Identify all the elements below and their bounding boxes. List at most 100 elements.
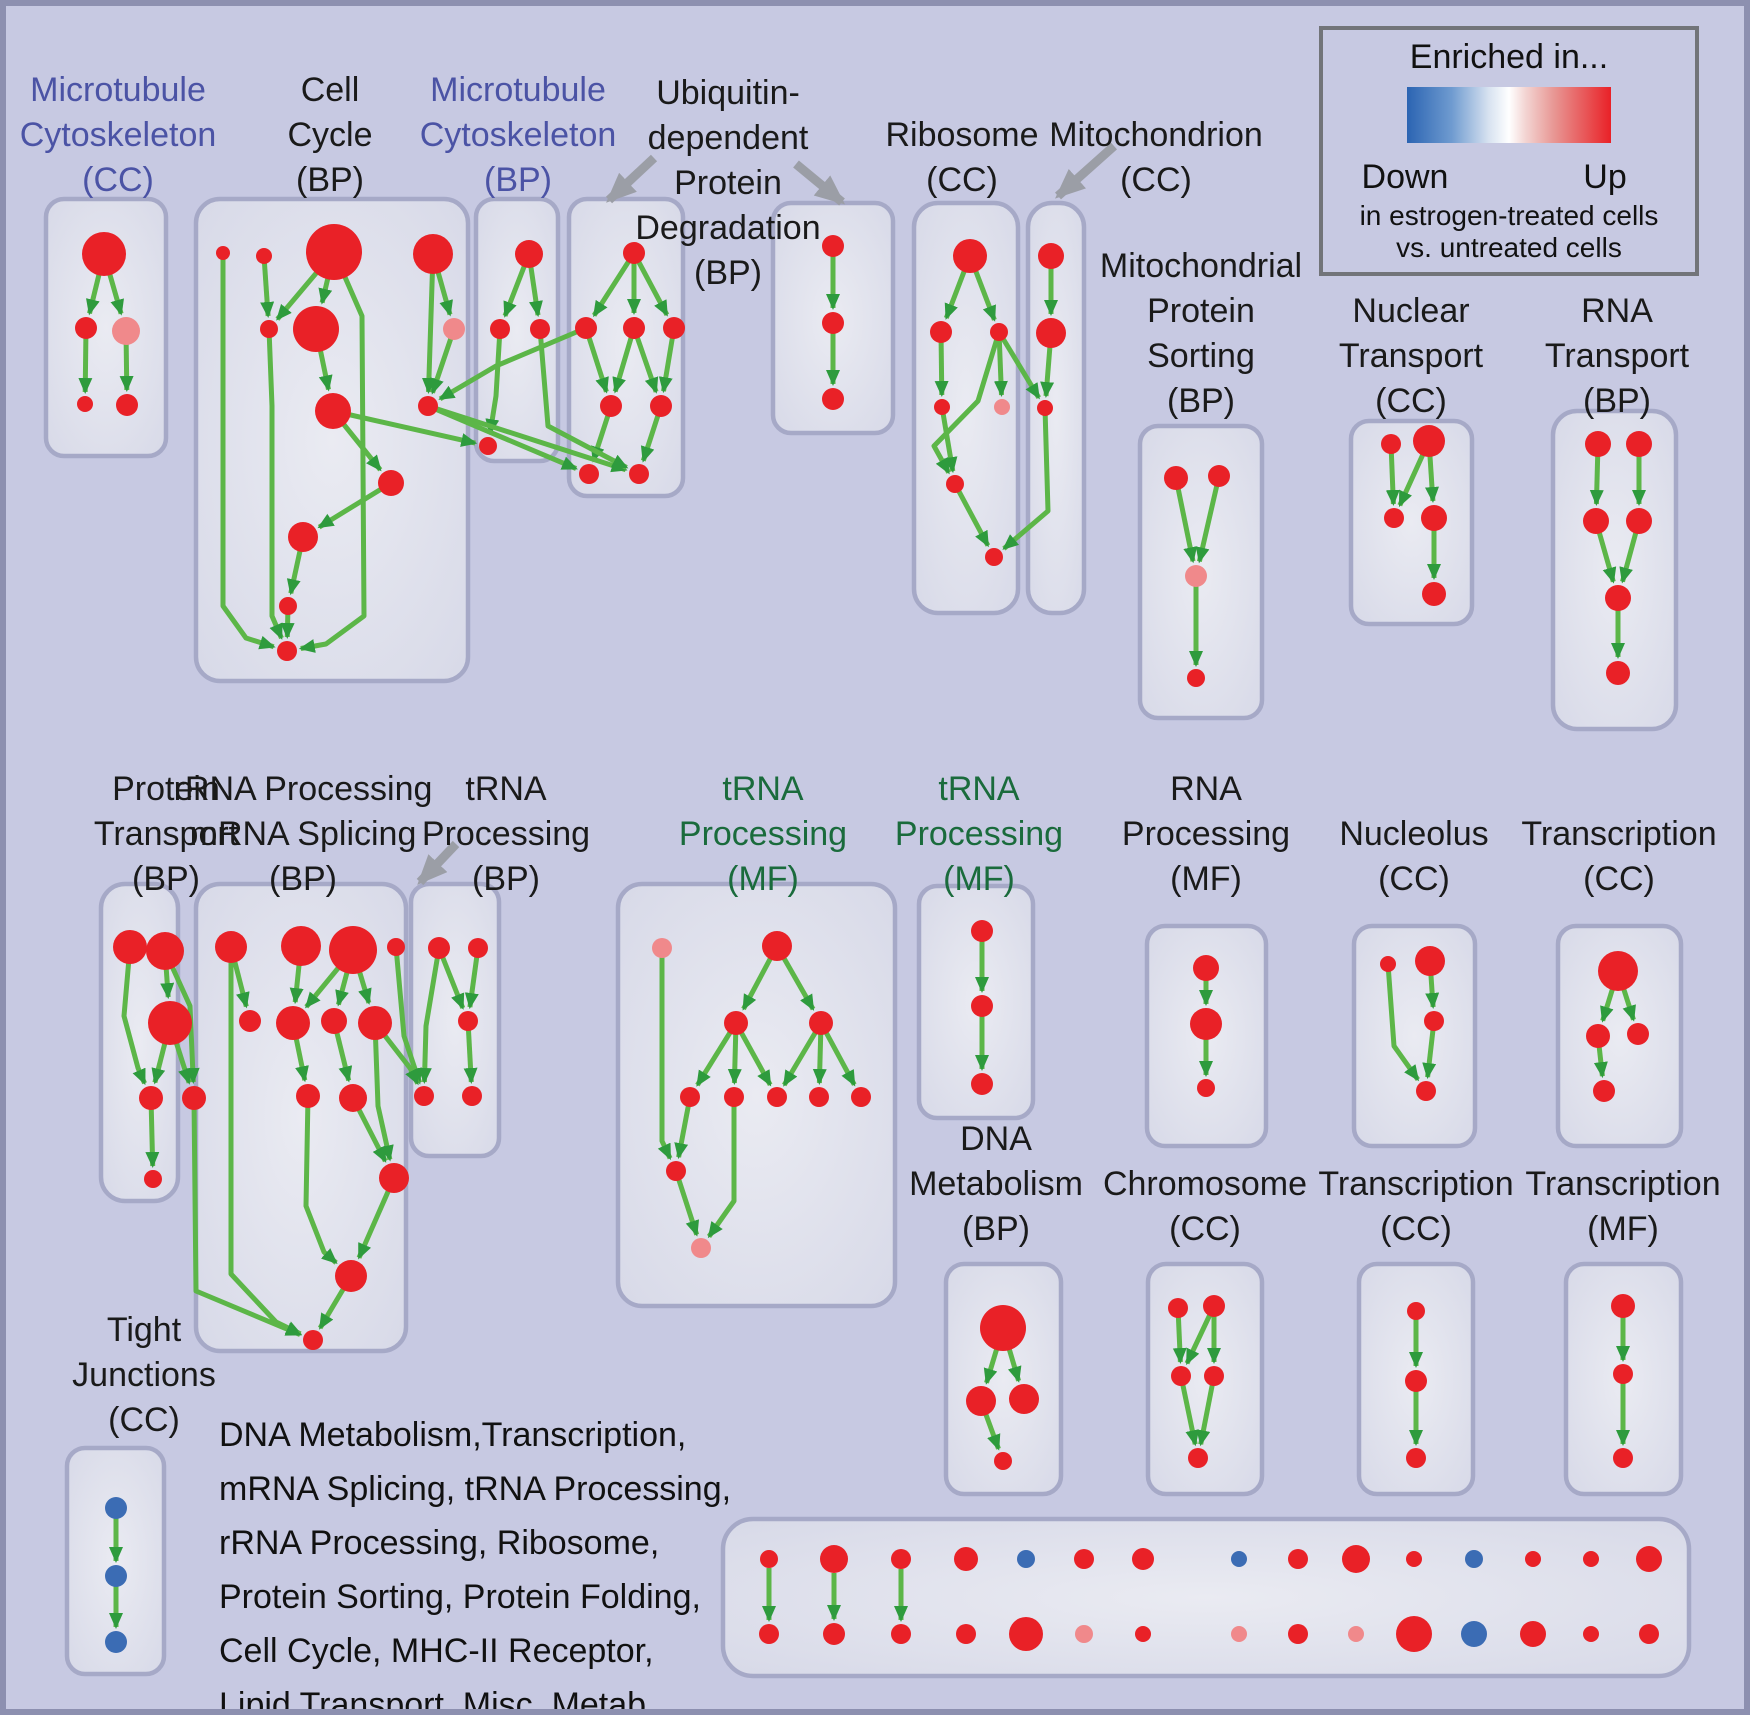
graph-node [1168,1298,1188,1318]
graph-node [139,1086,163,1110]
cluster-box-dna-metabolism-bp [943,1261,1064,1497]
graph-edge [430,328,457,395]
graph-node [1413,425,1445,457]
graph-node [1075,1625,1093,1643]
graph-node [1520,1621,1546,1647]
graph-node [530,319,550,339]
graph-node [1593,1080,1615,1102]
graph-node [260,320,278,338]
graph-node [1525,1551,1541,1567]
graph-node [575,317,597,339]
misc-note-line: DNA Metabolism,Transcription, [219,1416,687,1454]
graph-edge [372,1022,394,1162]
graph-node [1204,1366,1224,1386]
graph-node [116,394,138,416]
misc-note-line: mRNA Splicing, tRNA Processing, [219,1470,732,1508]
graph-edge [373,1021,420,1086]
legend-down-label: Down [1361,158,1449,196]
misc-note-line: rRNA Processing, Ribosome, [219,1524,660,1562]
graph-edge [1178,1375,1200,1447]
graph-node [279,597,297,615]
graph-node [378,470,404,496]
graph-edge [673,1170,700,1237]
graph-node [1132,1548,1154,1570]
graph-node [1583,508,1609,534]
graph-node [113,930,147,964]
misc-note-line: Protein Sorting, Protein Folding, [219,1578,701,1616]
graph-node [1626,431,1652,457]
graph-node [144,1170,162,1188]
network-graph [43,142,1692,1679]
graph-node [1017,1550,1035,1568]
graph-node [980,1305,1026,1351]
graph-edge [631,251,670,317]
graph-edge [782,1021,824,1087]
graph-node [1421,505,1447,531]
graph-node [1197,1079,1215,1097]
graph-edge [583,327,609,394]
annotation-arrow [416,840,460,886]
graph-node [966,1386,996,1416]
graph-node [724,1011,748,1035]
annotation-arrow [793,160,846,206]
graph-edge [427,403,628,473]
graph-edge [695,1021,739,1087]
cluster-box-microtubule-cytoskeleton-cc [43,196,169,459]
graph-node [458,1011,478,1031]
graph-edge [537,328,629,470]
cluster-box-nuclear-transport-cc [1348,418,1475,627]
graph-edge [220,253,276,650]
graph-node [1613,1448,1633,1468]
graph-node [579,464,599,484]
graph-node [1424,1011,1444,1031]
graph-node [293,306,339,352]
graph-node [934,399,950,415]
graph-node [239,1010,261,1032]
legend-up-label: Up [1583,158,1627,196]
graph-edge [417,947,442,1084]
annotation-arrow [1055,142,1117,200]
graph-node [1185,565,1207,587]
graph-node [650,395,672,417]
graph-node [1384,508,1404,528]
graph-node [971,995,993,1017]
graph-node [335,1260,367,1292]
graph-edge [612,327,637,394]
graph-node [724,1087,744,1107]
graph-node [822,312,844,334]
graph-node [930,321,952,343]
graph-node [358,1006,392,1040]
graph-node [468,938,488,958]
graph-node [1381,434,1401,454]
graph-node [112,317,140,345]
graph-node [321,1008,347,1034]
graph-node [1164,466,1188,490]
graph-node [1203,1295,1225,1317]
graph-node [216,246,230,260]
graph-node [1038,243,1064,269]
graph-edge [393,946,422,1085]
graph-edge [260,255,275,318]
graph-node [891,1624,911,1644]
graph-edge [631,327,659,394]
graph-node [428,937,450,959]
graph-node [1171,1366,1191,1386]
graph-edge [485,328,503,436]
graph-node [1190,1008,1222,1040]
graph-node [1009,1384,1039,1414]
graph-node [1009,1617,1043,1651]
graph-node [956,1624,976,1644]
graph-node [994,399,1010,415]
graph-node [1583,1551,1599,1567]
graph-node [1348,1626,1364,1642]
graph-node [1187,669,1205,687]
graph-node [277,641,297,661]
misc-note: DNA Metabolism,Transcription, mRNA Splic… [219,1408,732,1709]
graph-node [680,1087,700,1107]
graph-node [515,240,543,268]
graph-edge [1173,477,1198,564]
graph-node [281,926,321,966]
graph-node [303,1330,323,1350]
graph-node [946,475,964,493]
graph-node [296,1084,320,1108]
